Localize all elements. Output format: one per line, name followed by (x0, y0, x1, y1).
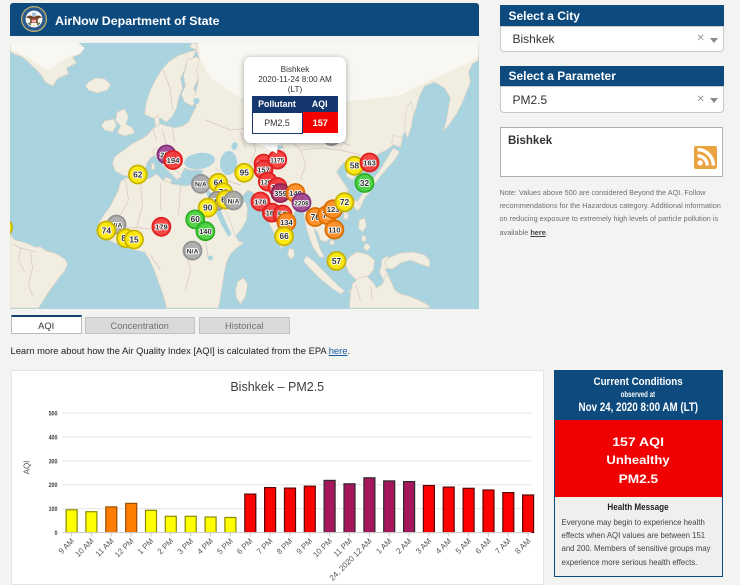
svg-text:10 AM: 10 AM (73, 536, 96, 559)
svg-text:140: 140 (199, 227, 212, 236)
svg-text:57: 57 (331, 256, 341, 266)
svg-text:4 AM: 4 AM (433, 536, 452, 555)
svg-text:1 AM: 1 AM (374, 536, 393, 555)
svg-text:66: 66 (279, 231, 289, 241)
svg-text:N/A: N/A (186, 248, 198, 255)
svg-text:3 PM: 3 PM (175, 536, 195, 556)
svg-text:200: 200 (48, 482, 57, 489)
svg-text:157: 157 (257, 166, 270, 175)
svg-text:2 PM: 2 PM (155, 536, 175, 556)
svg-text:76: 76 (310, 212, 320, 222)
svg-text:10 PM: 10 PM (311, 536, 334, 559)
svg-text:1175: 1175 (270, 157, 284, 164)
svg-text:11 AM: 11 AM (93, 536, 115, 558)
svg-text:74: 74 (101, 225, 111, 235)
svg-text:300: 300 (48, 458, 57, 465)
svg-text:15: 15 (129, 234, 139, 244)
svg-text:64: 64 (213, 178, 223, 188)
svg-text:6 PM: 6 PM (235, 536, 255, 556)
svg-text:2208: 2208 (294, 200, 309, 207)
svg-text:149: 149 (289, 189, 302, 198)
svg-text:500: 500 (48, 411, 57, 418)
svg-text:6 AM: 6 AM (473, 536, 492, 555)
svg-text:32: 32 (359, 178, 369, 188)
svg-text:5 AM: 5 AM (453, 536, 472, 555)
svg-text:7 AM: 7 AM (493, 536, 512, 555)
svg-text:3 AM: 3 AM (414, 536, 433, 555)
svg-text:5 PM: 5 PM (215, 536, 235, 556)
svg-text:134: 134 (280, 218, 293, 227)
svg-text:359: 359 (274, 189, 287, 198)
svg-text:179: 179 (155, 223, 168, 232)
svg-text:N/A: N/A (195, 182, 207, 189)
svg-text:62: 62 (133, 169, 143, 179)
svg-text:123: 123 (326, 205, 339, 214)
svg-text:12 PM: 12 PM (112, 536, 135, 559)
svg-text:7 PM: 7 PM (254, 536, 274, 556)
svg-text:1 PM: 1 PM (135, 536, 155, 556)
svg-text:58: 58 (349, 161, 359, 171)
svg-text:72: 72 (339, 197, 349, 207)
svg-text:0: 0 (54, 530, 57, 537)
svg-text:95: 95 (239, 168, 249, 178)
svg-text:176: 176 (254, 197, 267, 206)
svg-text:60: 60 (190, 214, 200, 224)
svg-text:163: 163 (363, 158, 376, 167)
svg-text:90: 90 (203, 202, 213, 212)
svg-text:110: 110 (328, 225, 340, 234)
svg-text:400: 400 (48, 434, 57, 441)
svg-text:194: 194 (166, 156, 179, 165)
svg-text:8 PM: 8 PM (274, 536, 294, 556)
svg-text:N/A: N/A (110, 222, 122, 229)
svg-text:4 PM: 4 PM (195, 536, 215, 556)
svg-text:8 AM: 8 AM (513, 536, 532, 555)
svg-text:100: 100 (48, 506, 57, 513)
svg-text:2 AM: 2 AM (394, 536, 413, 555)
svg-text:N/A: N/A (227, 198, 239, 205)
svg-text:1264: 1264 (260, 179, 275, 186)
svg-text:168: 168 (265, 208, 278, 217)
